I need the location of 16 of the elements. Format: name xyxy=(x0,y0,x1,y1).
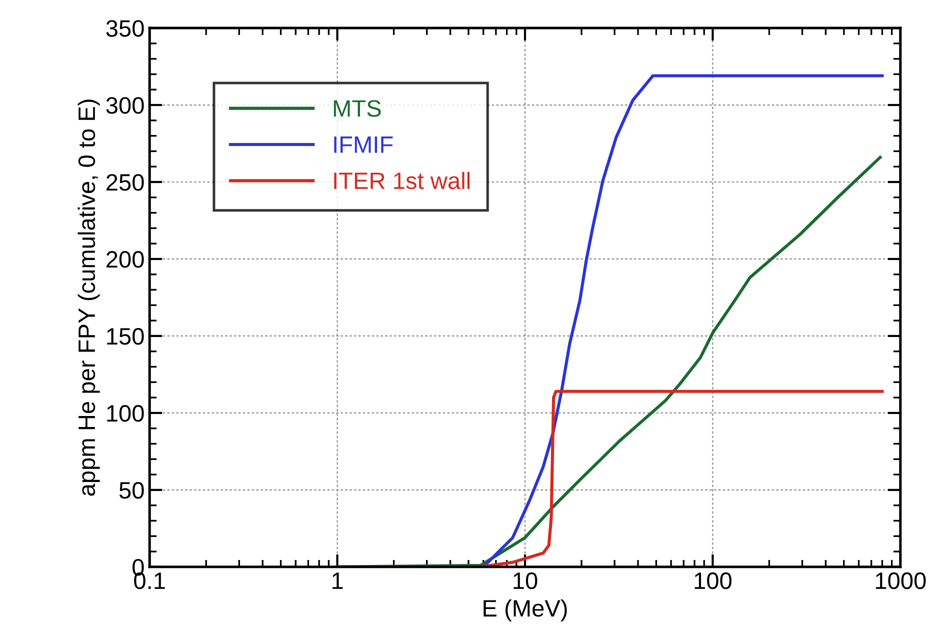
y-tick-label: 50 xyxy=(119,482,144,499)
y-tick-label: 150 xyxy=(107,328,144,345)
x-axis-title: E (MeV) xyxy=(484,599,567,622)
y-tick-label: 350 xyxy=(106,20,144,37)
y-tick-label: 100 xyxy=(107,405,144,422)
x-tick-label: 100 xyxy=(694,572,732,590)
y-tick-label: 200 xyxy=(106,251,144,268)
x-tick-label: 10 xyxy=(514,572,538,590)
y-axis-title: appm He per FPY (cumulative, 0 to E) xyxy=(78,100,100,496)
legend-label: ITER 1st wall xyxy=(334,172,470,190)
y-tick-label: 300 xyxy=(106,97,144,114)
legend-label: IFMIF xyxy=(334,136,393,153)
x-tick-label: 1 xyxy=(332,572,343,589)
x-tick-label: 1000 xyxy=(876,572,926,590)
legend-label: MTS xyxy=(334,100,381,117)
y-tick-label: 250 xyxy=(106,174,144,191)
